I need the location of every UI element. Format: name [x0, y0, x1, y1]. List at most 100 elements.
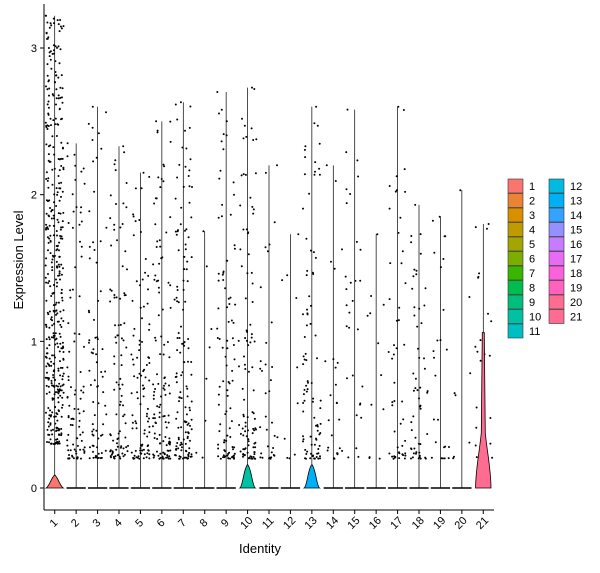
- point-5: [148, 457, 151, 460]
- point-7: [190, 373, 193, 376]
- point-19: [442, 258, 445, 260]
- point-7: [179, 391, 182, 394]
- point-21: [487, 312, 489, 315]
- legend-label-5: 5: [529, 239, 535, 251]
- point-5: [131, 299, 134, 302]
- point-1: [58, 272, 61, 275]
- point-1: [48, 441, 50, 444]
- point-1: [60, 326, 63, 328]
- point-2: [82, 167, 85, 170]
- point-7: [189, 409, 191, 412]
- point-14: [334, 383, 337, 386]
- point-1: [46, 236, 49, 239]
- point-7: [176, 176, 179, 179]
- point-10: [247, 253, 250, 256]
- point-4: [113, 223, 116, 226]
- point-6: [153, 278, 156, 281]
- point-9: [221, 346, 224, 349]
- point-20: [468, 441, 471, 444]
- point-7: [176, 289, 179, 291]
- point-9: [222, 456, 225, 459]
- point-1: [61, 226, 64, 229]
- point-2: [83, 345, 85, 348]
- point-5: [133, 457, 136, 460]
- point-6: [163, 415, 166, 417]
- point-18: [424, 287, 427, 290]
- point-20: [468, 296, 471, 298]
- violin-body-21: [475, 332, 492, 489]
- point-17: [391, 455, 394, 458]
- point-1: [59, 389, 62, 392]
- point-3: [105, 226, 108, 229]
- point-1: [56, 191, 59, 194]
- point-13: [313, 122, 316, 125]
- point-1: [57, 94, 60, 97]
- point-1: [58, 270, 61, 273]
- point-10: [239, 450, 242, 453]
- x-tick-label-19: 19: [431, 515, 448, 532]
- point-10: [243, 363, 246, 366]
- violin-5: [130, 172, 151, 489]
- legend-key-14: [548, 207, 565, 223]
- point-1: [47, 363, 50, 366]
- violin-9: [216, 92, 236, 489]
- point-9: [232, 448, 234, 451]
- point-13: [317, 457, 320, 460]
- point-10: [244, 425, 247, 428]
- point-5: [131, 414, 134, 417]
- point-2: [82, 448, 85, 451]
- point-5: [133, 454, 136, 457]
- point-2: [73, 332, 76, 335]
- point-7: [180, 426, 183, 429]
- point-7: [190, 428, 193, 431]
- point-1: [62, 267, 64, 270]
- point-18: [410, 457, 412, 460]
- point-6: [155, 280, 158, 283]
- point-17: [404, 452, 407, 455]
- point-1: [55, 135, 58, 137]
- point-1: [61, 96, 63, 99]
- point-13: [318, 167, 321, 170]
- point-17: [393, 344, 395, 347]
- point-1: [47, 282, 50, 284]
- point-1: [57, 392, 60, 395]
- point-1: [62, 372, 65, 375]
- violin-13: [302, 106, 321, 489]
- point-2: [80, 439, 83, 442]
- point-1: [48, 280, 51, 283]
- point-4: [119, 446, 122, 449]
- point-5: [135, 456, 138, 459]
- point-1: [47, 433, 50, 436]
- point-2: [78, 419, 81, 422]
- point-18: [419, 407, 422, 410]
- point-13: [303, 358, 306, 361]
- point-11: [264, 415, 267, 418]
- point-12: [283, 437, 286, 440]
- point-10: [241, 387, 244, 390]
- point-11: [261, 369, 263, 372]
- point-7: [183, 341, 186, 343]
- point-1: [46, 128, 49, 130]
- point-2: [80, 220, 83, 223]
- point-7: [189, 424, 191, 427]
- point-14: [325, 164, 328, 167]
- point-11: [269, 379, 272, 382]
- point-17: [403, 168, 406, 171]
- point-10: [242, 173, 245, 176]
- point-9: [218, 430, 221, 433]
- point-6: [160, 395, 162, 398]
- point-11: [261, 456, 264, 459]
- point-3: [93, 318, 95, 321]
- point-2: [72, 418, 75, 421]
- point-14: [329, 394, 332, 397]
- violin-6: [152, 121, 172, 489]
- point-7: [184, 129, 186, 132]
- point-17: [404, 454, 407, 457]
- point-1: [61, 384, 64, 387]
- point-1: [47, 425, 50, 428]
- point-7: [176, 411, 179, 414]
- point-1: [45, 325, 48, 328]
- point-2: [80, 206, 83, 209]
- point-6: [153, 390, 156, 393]
- point-5: [143, 387, 146, 390]
